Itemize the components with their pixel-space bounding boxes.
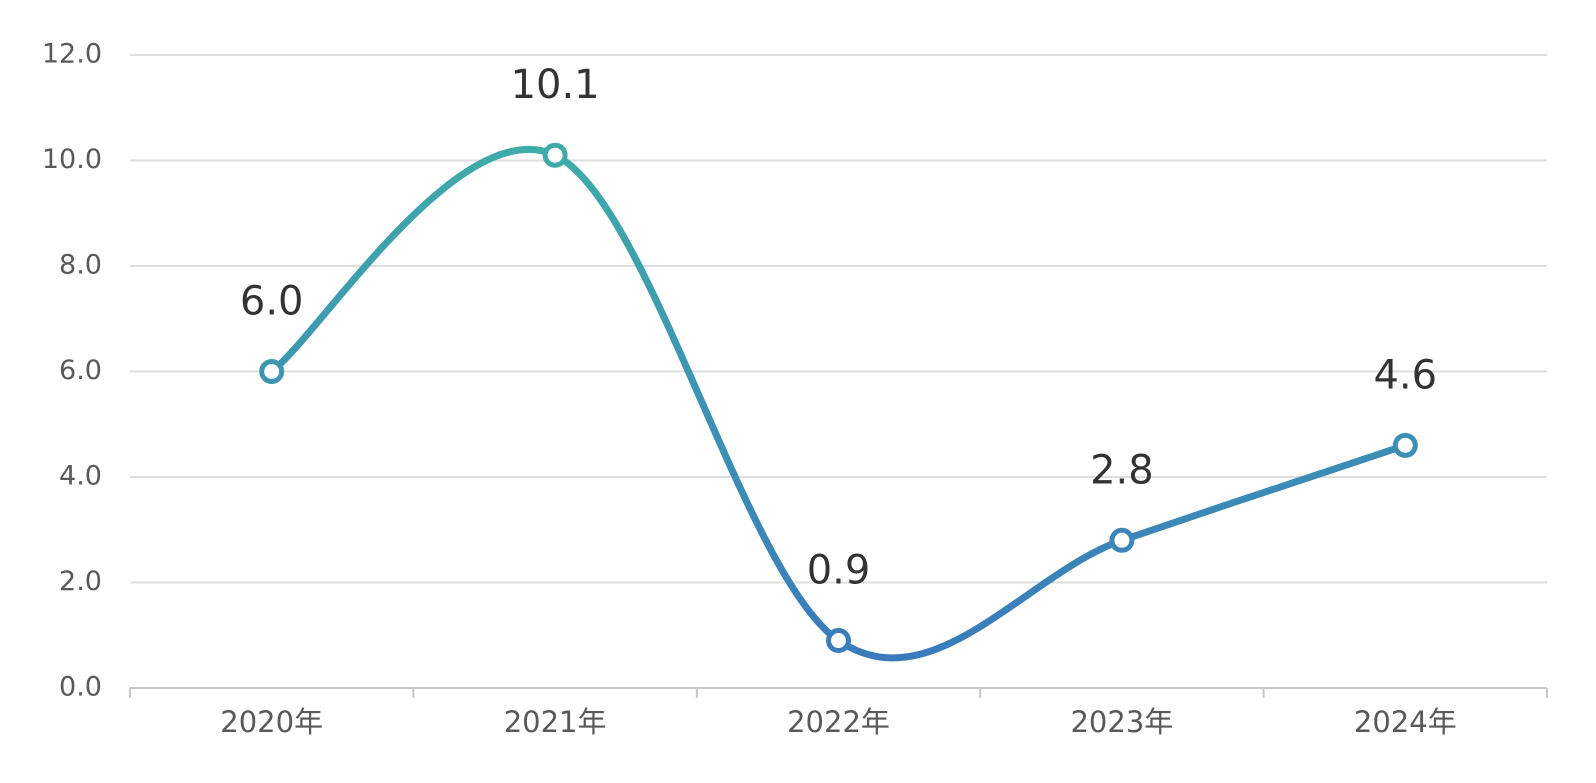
x-tick-label: 2021年 bbox=[504, 705, 607, 739]
value-label: 6.0 bbox=[240, 279, 304, 325]
value-label: 2.8 bbox=[1090, 447, 1154, 493]
y-tick-label: 8.0 bbox=[59, 250, 102, 281]
y-tick-label: 6.0 bbox=[59, 355, 102, 386]
point bbox=[259, 359, 285, 384]
x-tick-label: 2022年 bbox=[787, 705, 890, 739]
value-label: 4.6 bbox=[1373, 352, 1437, 398]
point bbox=[542, 142, 568, 168]
y-tick-label: 2.0 bbox=[59, 566, 102, 597]
y-tick-label: 12.0 bbox=[42, 39, 102, 70]
value-label: 0.9 bbox=[807, 548, 871, 594]
point bbox=[1392, 432, 1418, 458]
x-tick-label: 2023年 bbox=[1070, 705, 1173, 739]
point bbox=[826, 628, 851, 654]
point bbox=[1109, 527, 1135, 553]
x-tick-label: 2020年 bbox=[220, 705, 323, 739]
x-tick-label: 2024年 bbox=[1354, 705, 1457, 739]
y-tick-label: 4.0 bbox=[59, 461, 102, 492]
line bbox=[268, 145, 1409, 662]
value-label: 10.1 bbox=[511, 62, 600, 108]
y-tick-label: 10.0 bbox=[42, 144, 102, 175]
y-tick-label: 0.0 bbox=[59, 672, 102, 703]
